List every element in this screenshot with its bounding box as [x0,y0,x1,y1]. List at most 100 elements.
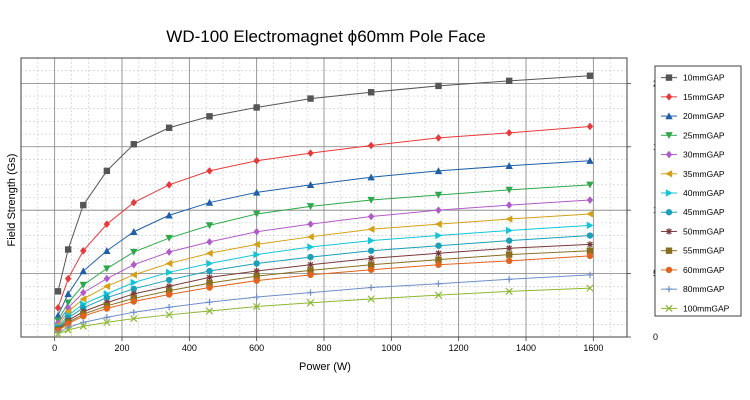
legend-marker [665,93,673,101]
data-point [367,212,375,221]
data-point [165,268,173,277]
data-point [586,196,594,204]
data-point [586,181,594,189]
data-point [165,287,173,294]
data-point [130,228,138,235]
data-point [434,291,443,299]
legend-marker [665,247,673,254]
data-point [206,284,213,291]
data-point [435,231,443,240]
data-point [130,298,137,305]
data-point [130,260,137,269]
data-point [367,225,375,233]
data-point [64,290,72,298]
data-point [130,290,137,298]
data-point [505,129,513,137]
legend-item-label: 80mmGAP [683,284,725,294]
x-tick-label: 600 [249,343,264,353]
chart-title: WD-100 Electromagnet ϕ60mm Pole Face [166,27,485,46]
data-point [367,247,375,254]
data-point [307,267,314,274]
data-point [586,271,594,279]
data-point [103,220,111,228]
legend-marker [665,74,673,81]
data-point [367,196,375,204]
data-point [435,242,442,249]
data-point [586,247,594,254]
data-point [586,122,594,131]
legend-item-label: 35mmGAP [683,169,725,179]
data-point [435,250,442,257]
data-point [505,276,513,283]
data-point [434,220,442,228]
data-point [307,261,314,268]
data-point [306,203,315,211]
data-point [103,294,111,301]
data-point [435,134,442,142]
data-point [130,309,137,316]
data-point [367,261,375,268]
data-point [367,284,375,291]
legend-marker [665,170,673,178]
data-point [306,233,314,241]
series-30mmgap [54,196,594,327]
data-point [130,141,137,148]
legend-marker [665,132,673,140]
data-point [435,280,442,287]
y-axis-label: Field Strength (Gs) [6,154,18,247]
data-point [54,288,62,295]
data-point [80,312,87,320]
data-point [103,282,111,290]
data-point [130,278,138,287]
data-point [586,210,594,218]
data-point [103,274,111,283]
legend-item-label: 20mmGAP [683,111,725,121]
data-point [505,226,513,235]
data-point [165,211,173,219]
data-point [103,265,111,273]
data-point [306,299,315,307]
legend-box [654,65,742,317]
data-point [253,227,260,236]
data-point [79,295,87,303]
data-point [435,261,442,268]
data-point [165,283,173,290]
series-100mmgap [54,284,594,338]
data-point [206,267,213,275]
data-point [206,274,213,281]
data-point [586,241,594,248]
data-point [253,156,260,165]
legend-marker [665,209,673,216]
data-point [64,304,72,312]
data-point [205,198,214,206]
data-point [79,267,87,275]
data-point [80,288,87,297]
legend-marker [665,112,673,120]
series-25mmgap [54,181,594,325]
data-point [367,89,375,96]
data-point [367,295,375,303]
data-point [206,259,214,268]
series-15mmgap [54,122,594,312]
data-point [103,314,111,321]
data-point [130,314,138,323]
data-point [253,272,260,280]
data-point [307,149,314,157]
data-point [505,257,513,265]
data-point [64,246,72,253]
data-point [103,318,111,327]
data-point [586,232,594,239]
data-point [206,113,213,120]
data-point [64,307,72,316]
data-point [253,302,261,311]
data-point [367,255,375,262]
data-point [307,243,315,251]
data-point [253,260,260,267]
data-point [367,173,375,181]
series-35mmgap [54,210,594,329]
data-point [306,181,315,189]
data-point [586,252,594,260]
legend-item-label: 60mmGAP [683,265,725,275]
data-point [505,201,513,209]
data-point [80,246,87,255]
